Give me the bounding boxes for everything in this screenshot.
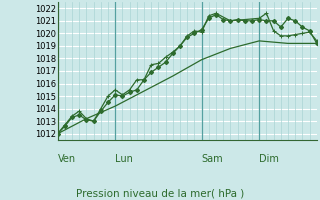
Text: Dim: Dim [259, 154, 279, 164]
Text: Ven: Ven [58, 154, 76, 164]
Text: Sam: Sam [202, 154, 223, 164]
Text: Pression niveau de la mer( hPa ): Pression niveau de la mer( hPa ) [76, 188, 244, 198]
Text: Lun: Lun [115, 154, 133, 164]
